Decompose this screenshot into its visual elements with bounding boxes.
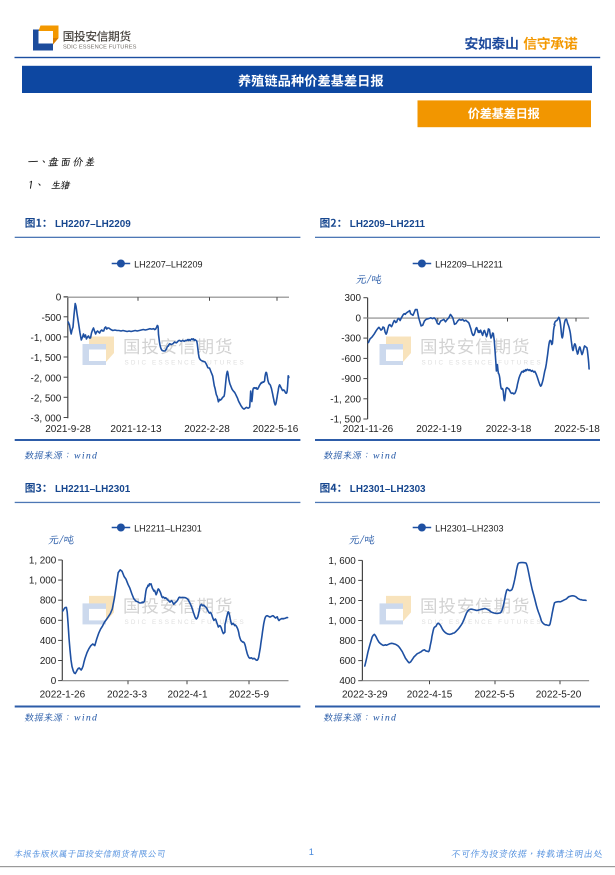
svg-text:0: 0 [51,676,57,687]
svg-text:1: 1 [309,847,314,857]
svg-text:wind: wind [74,451,98,462]
svg-text:400: 400 [40,636,57,647]
svg-text:-900: -900 [341,374,361,385]
svg-text:2022-3-29: 2022-3-29 [342,690,388,701]
svg-text:SDIC ESSENCE FUTURES: SDIC ESSENCE FUTURES [125,360,246,367]
svg-text:-3, 000: -3, 000 [31,414,62,425]
svg-text:300: 300 [345,293,362,304]
svg-text:wind: wind [373,713,397,724]
svg-text:2022-1-19: 2022-1-19 [416,424,462,435]
svg-text:2022-5-5: 2022-5-5 [474,690,514,701]
svg-text:1, 200: 1, 200 [29,556,57,567]
svg-text:SDIC ESSENCE FUTURES: SDIC ESSENCE FUTURES [125,619,246,626]
svg-text:600: 600 [40,616,57,627]
svg-text:LH2211–LH2301: LH2211–LH2301 [55,484,131,495]
svg-text:2021-12-13: 2021-12-13 [110,424,162,435]
svg-text:1, 200: 1, 200 [328,596,356,607]
svg-text:0: 0 [56,293,62,304]
svg-text:2021-9-28: 2021-9-28 [45,424,91,435]
svg-text:2022-5-20: 2022-5-20 [536,690,582,701]
svg-text:2022-4-15: 2022-4-15 [407,690,453,701]
svg-text:SDIC ESSENCE FUTURES: SDIC ESSENCE FUTURES [422,360,543,367]
svg-text:LH2301–LH2303: LH2301–LH2303 [435,524,503,534]
svg-text:2022-3-3: 2022-3-3 [107,690,147,701]
svg-text:-300: -300 [341,334,361,345]
svg-text:LH2301–LH2303: LH2301–LH2303 [350,484,426,495]
svg-text:LH2207–LH2209: LH2207–LH2209 [134,260,202,270]
svg-text:0: 0 [356,313,362,324]
svg-text:-600: -600 [341,354,361,365]
svg-text:-1, 000: -1, 000 [31,333,62,344]
svg-text:-1, 500: -1, 500 [330,415,361,426]
svg-text:wind: wind [373,451,397,462]
svg-text:LH2207–LH2209: LH2207–LH2209 [55,219,131,230]
svg-text:2022-5-9: 2022-5-9 [229,690,269,701]
svg-text:1, 000: 1, 000 [29,576,57,587]
svg-text:2022-2-28: 2022-2-28 [184,424,230,435]
svg-text:2022-1-26: 2022-1-26 [40,690,86,701]
svg-text:2021-11-26: 2021-11-26 [343,424,394,435]
svg-text:600: 600 [339,656,356,667]
svg-text:SDIC ESSENCE FUTURES: SDIC ESSENCE FUTURES [422,619,543,626]
svg-text:-2, 000: -2, 000 [31,373,62,384]
svg-text:LH2209–LH2211: LH2209–LH2211 [435,260,503,270]
svg-text:LH2209–LH2211: LH2209–LH2211 [350,219,426,230]
svg-text:1, 400: 1, 400 [328,576,356,587]
svg-text:-2, 500: -2, 500 [31,393,62,404]
svg-text:2022-5-18: 2022-5-18 [554,424,600,435]
svg-text:-500: -500 [42,313,62,324]
svg-text:SDIC ESSENCE FUTURES: SDIC ESSENCE FUTURES [63,44,137,50]
svg-text:-1, 200: -1, 200 [330,394,361,405]
svg-text:wind: wind [74,713,98,724]
svg-text:800: 800 [40,596,57,607]
svg-text:200: 200 [40,656,57,667]
svg-text:800: 800 [339,636,356,647]
svg-text:400: 400 [339,676,356,687]
svg-text:-1, 500: -1, 500 [31,353,62,364]
svg-text:2022-3-18: 2022-3-18 [486,424,532,435]
svg-text:2022-5-16: 2022-5-16 [253,424,299,435]
svg-text:1, 000: 1, 000 [328,616,356,627]
svg-text:LH2211–LH2301: LH2211–LH2301 [134,524,202,534]
svg-text:1, 600: 1, 600 [328,556,356,567]
svg-text:2022-4-1: 2022-4-1 [167,690,207,701]
